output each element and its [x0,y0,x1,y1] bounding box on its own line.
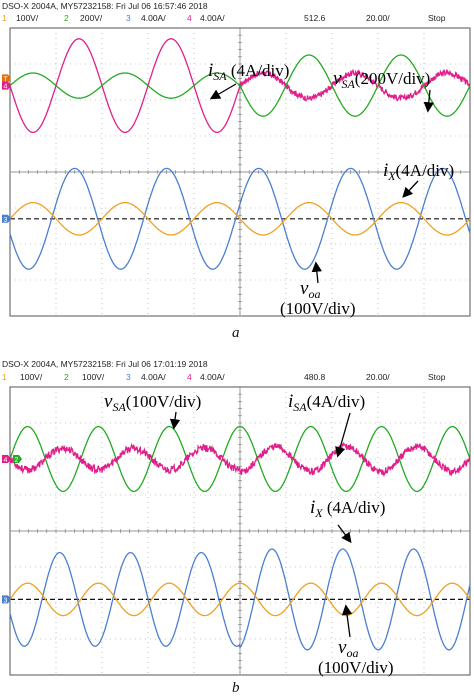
ch3-scale: 4.00A/ [141,13,166,23]
ground-marker-T [2,74,11,83]
waveform-ch1 [9,582,471,617]
grid [9,387,470,676]
ground-marker-label: 3 [4,217,8,224]
ch3-scale: 4.00A/ [141,372,166,382]
panel-caption-b: b [232,680,240,696]
trace-annotation: vSA(200V/div) [333,68,430,91]
annotation-symbol: v [104,391,113,412]
annotation-subscript: SA [213,69,227,83]
ch4-scale: 4.00A/ [200,13,225,23]
annotation-subscript: X [387,169,396,183]
scope-header-b: DSO-X 2004A, MY57232158: Fri Jul 06 17:0… [0,358,474,384]
acquisition-status: Stop [428,372,446,382]
annotation-symbol: v [338,637,347,658]
waveform-ch3 [9,167,471,270]
grid [9,28,470,317]
scope-header-a: DSO-X 2004A, MY57232158: Fri Jul 06 16:5… [0,0,474,26]
trace-annotation: (100V/div) [318,658,394,677]
ch1-number: 1 [2,13,7,23]
annotation-scale: (4A/div) [227,61,290,80]
ch3-number: 3 [126,13,131,23]
annotation-symbol: v [333,68,342,89]
ch2-scale: 200V/ [80,13,103,23]
trace-annotation: voa [300,278,320,301]
ground-marker-label: T [4,76,9,83]
trace-annotation: iX (4A/div) [310,497,385,520]
annotation-arrow [341,604,353,638]
annotation-scale: (4A/div) [396,161,455,180]
trace-annotation: iX(4A/div) [383,160,454,183]
waveform-ch4 [9,441,471,478]
annotation-scale: (100V/div) [318,658,394,677]
trace-annotation: iSA (4A/div) [208,60,289,83]
ground-marker-4 [2,81,11,90]
waveform-ch4 [9,38,471,134]
scope-model-info: DSO-X 2004A, MY57232158: Fri Jul 06 17:0… [2,359,208,369]
panel-caption-a: a [232,325,240,341]
ground-marker-3 [2,595,11,604]
annotation-arrow [311,261,322,284]
annotation-arrow [423,89,434,113]
ch3-number: 3 [126,372,131,382]
ch1-scale: 100V/ [16,13,39,23]
ground-marker-label: 2 [15,457,19,464]
waveform-ch2 [9,54,471,117]
scope-model-info: DSO-X 2004A, MY57232158: Fri Jul 06 16:5… [2,1,208,11]
trace-annotation: (100V/div) [280,299,356,318]
annotation-subscript: SA [112,400,126,414]
timebase: 20.00/ [366,13,390,23]
annotation-subscript: SA [341,77,355,91]
annotation-subscript: X [314,506,323,520]
annotation-subscript: oa [346,646,358,660]
annotation-subscript: SA [293,400,307,414]
annotation-scale: (200V/div) [355,69,431,88]
acquisition-status: Stop [428,13,446,23]
ground-marker-4 [2,455,11,463]
annotation-symbol: i [310,497,315,518]
annotation-scale: (4A/div) [323,498,386,517]
annotation-scale: (100V/div) [126,392,202,411]
trace-annotation: iSA(4A/div) [288,391,365,414]
annotation-arrow [169,411,181,430]
timebase: 20.00/ [366,372,390,382]
trigger-delay: 512.6 [304,13,326,23]
ch2-number: 2 [64,13,69,23]
ch2-number: 2 [64,372,69,382]
annotation-arrow [335,412,351,458]
waveform-ch1 [9,201,471,236]
annotation-symbol: i [208,60,213,81]
ch4-number: 4 [187,13,192,23]
trace-annotation: voa [338,637,358,660]
ground-marker-2 [13,455,22,463]
ch2-scale: 100V/ [82,372,105,382]
ch1-number: 1 [2,372,7,382]
trigger-delay: 480.8 [304,372,326,382]
annotation-symbol: i [288,391,293,412]
trace-annotation: vSA(100V/div) [104,391,201,414]
ground-marker-label: 4 [4,457,8,464]
annotation-scale: (100V/div) [280,299,356,318]
annotation-arrow [402,180,419,198]
annotation-symbol: i [383,160,388,181]
ground-marker-label: 4 [4,84,8,91]
annotation-scale: (4A/div) [307,392,366,411]
ch1-scale: 100V/ [20,372,43,382]
ch4-scale: 4.00A/ [200,372,225,382]
waveform-ch3 [9,548,471,651]
ground-marker-label: 3 [4,597,8,604]
ch4-number: 4 [187,372,192,382]
annotation-arrow [209,83,237,100]
ground-marker-3 [2,214,11,223]
annotation-subscript: oa [308,287,320,301]
waveform-ch2 [9,425,471,493]
annotation-symbol: v [300,278,309,299]
annotation-arrow [337,524,352,544]
